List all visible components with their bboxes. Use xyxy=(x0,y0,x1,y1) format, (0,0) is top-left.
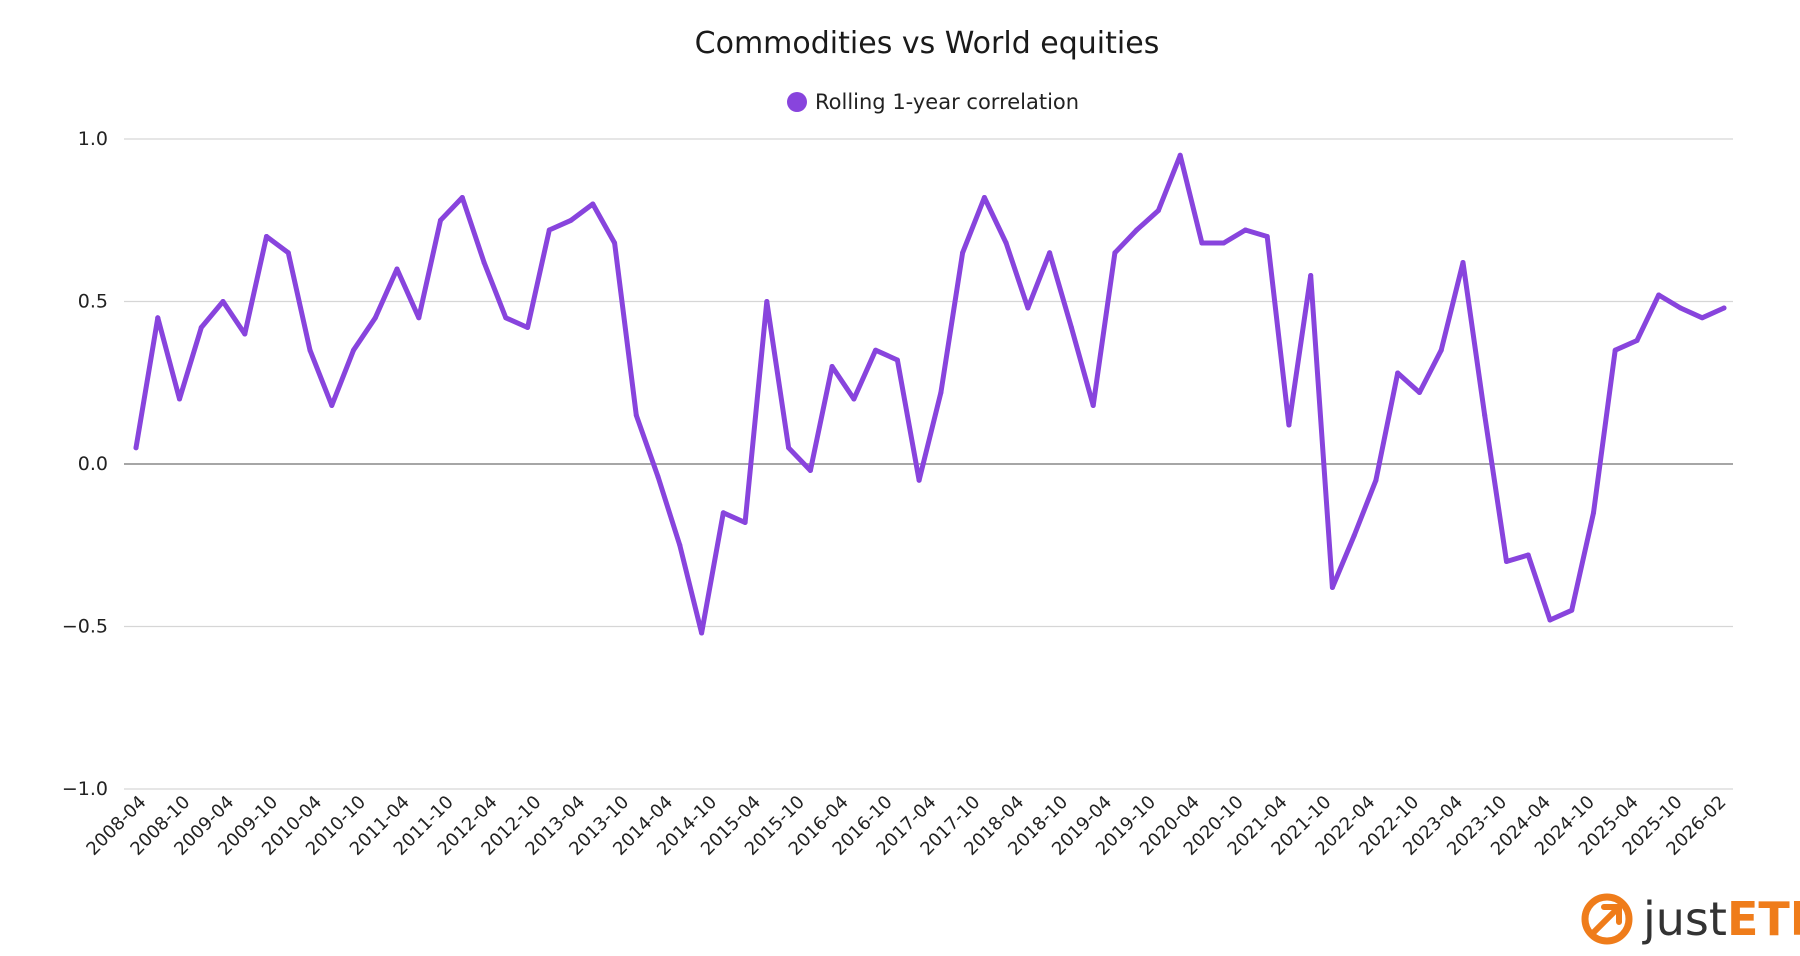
data-point[interactable] xyxy=(1547,617,1553,623)
legend[interactable]: Rolling 1-year correlation xyxy=(787,90,1079,114)
data-point[interactable] xyxy=(546,227,552,233)
data-point[interactable] xyxy=(177,396,183,402)
logo-ring-icon xyxy=(1581,893,1633,945)
data-point[interactable] xyxy=(133,445,139,451)
data-point[interactable] xyxy=(1438,347,1444,353)
data-point[interactable] xyxy=(285,250,291,256)
data-point[interactable] xyxy=(873,347,879,353)
data-point[interactable] xyxy=(1286,422,1292,428)
data-point[interactable] xyxy=(459,195,465,200)
data-point[interactable] xyxy=(938,390,944,395)
data-point[interactable] xyxy=(1395,370,1401,376)
data-point[interactable] xyxy=(220,299,226,304)
chart-title: Commodities vs World equities xyxy=(695,26,1160,61)
data-point[interactable] xyxy=(1634,338,1640,343)
data-point[interactable] xyxy=(1612,347,1618,353)
data-point[interactable] xyxy=(829,364,835,369)
data-point[interactable] xyxy=(242,331,248,337)
data-point[interactable] xyxy=(1677,305,1683,311)
data-point[interactable] xyxy=(1199,240,1205,246)
data-point[interactable] xyxy=(1351,533,1357,538)
data-point[interactable] xyxy=(786,445,792,451)
data-point[interactable] xyxy=(1155,208,1161,213)
data-point[interactable] xyxy=(1569,607,1575,613)
legend-marker xyxy=(787,92,807,112)
data-point[interactable] xyxy=(1721,305,1727,311)
data-point[interactable] xyxy=(1177,152,1183,158)
data-point[interactable] xyxy=(1047,250,1053,256)
data-point[interactable] xyxy=(612,240,618,246)
series-layer xyxy=(133,152,1727,636)
legend-label: Rolling 1-year correlation xyxy=(815,90,1079,114)
data-point[interactable] xyxy=(394,266,400,272)
brand-logo: justETF xyxy=(1581,892,1800,946)
data-point[interactable] xyxy=(590,201,596,207)
data-point[interactable] xyxy=(1373,477,1379,483)
data-point[interactable] xyxy=(1503,559,1509,564)
data-point[interactable] xyxy=(416,315,422,321)
data-point[interactable] xyxy=(481,260,487,265)
data-point[interactable] xyxy=(568,217,574,223)
data-point[interactable] xyxy=(851,396,857,402)
data-point[interactable] xyxy=(1308,273,1314,278)
data-point[interactable] xyxy=(633,412,639,418)
data-point[interactable] xyxy=(742,520,748,525)
data-point[interactable] xyxy=(264,234,270,239)
data-point[interactable] xyxy=(198,325,204,330)
y-tick-label: 1.0 xyxy=(78,128,108,150)
y-axis-ticks: 1.0 0.5 0.0 −0.5 −1.0 xyxy=(62,128,108,800)
data-point[interactable] xyxy=(1221,240,1227,246)
data-point[interactable] xyxy=(1134,227,1140,233)
data-point[interactable] xyxy=(764,299,770,304)
series-line-rolling-correlation[interactable] xyxy=(133,152,1727,636)
y-tick-label: 0.5 xyxy=(78,291,108,313)
data-point[interactable] xyxy=(1068,325,1074,330)
data-point[interactable] xyxy=(655,474,661,480)
data-point[interactable] xyxy=(503,315,509,321)
y-tick-label: −1.0 xyxy=(62,778,108,800)
data-point[interactable] xyxy=(677,542,683,548)
data-point[interactable] xyxy=(916,477,922,483)
data-point[interactable] xyxy=(981,195,987,200)
data-point[interactable] xyxy=(1590,510,1596,516)
y-tick-label: 0.0 xyxy=(78,453,108,475)
brand-text: justETF xyxy=(1642,892,1800,946)
data-point[interactable] xyxy=(1460,260,1466,265)
data-point[interactable] xyxy=(1525,552,1531,558)
data-point[interactable] xyxy=(960,250,966,256)
data-point[interactable] xyxy=(894,357,900,363)
data-point[interactable] xyxy=(372,315,378,321)
data-point[interactable] xyxy=(329,403,335,408)
data-point[interactable] xyxy=(1112,250,1118,256)
data-point[interactable] xyxy=(1416,390,1422,395)
data-point[interactable] xyxy=(307,347,313,353)
logo-arrow-icon xyxy=(1589,904,1622,937)
data-point[interactable] xyxy=(1699,315,1705,321)
data-point[interactable] xyxy=(699,630,705,636)
data-point[interactable] xyxy=(1482,412,1488,418)
data-point[interactable] xyxy=(1090,403,1096,408)
data-point[interactable] xyxy=(525,325,531,330)
data-point[interactable] xyxy=(1656,292,1662,298)
data-point[interactable] xyxy=(1329,585,1335,590)
data-point[interactable] xyxy=(807,468,813,473)
grid xyxy=(124,138,1733,790)
data-point[interactable] xyxy=(155,315,161,321)
data-point[interactable] xyxy=(1242,227,1248,233)
data-point[interactable] xyxy=(438,217,444,223)
data-point[interactable] xyxy=(1264,234,1270,239)
data-point[interactable] xyxy=(1025,305,1031,311)
data-point[interactable] xyxy=(351,347,357,353)
data-point[interactable] xyxy=(1003,240,1009,246)
data-point[interactable] xyxy=(720,510,726,516)
x-axis-ticks: 2008-042008-102009-042009-102010-042010-… xyxy=(82,792,1730,860)
y-tick-label: −0.5 xyxy=(62,616,108,638)
